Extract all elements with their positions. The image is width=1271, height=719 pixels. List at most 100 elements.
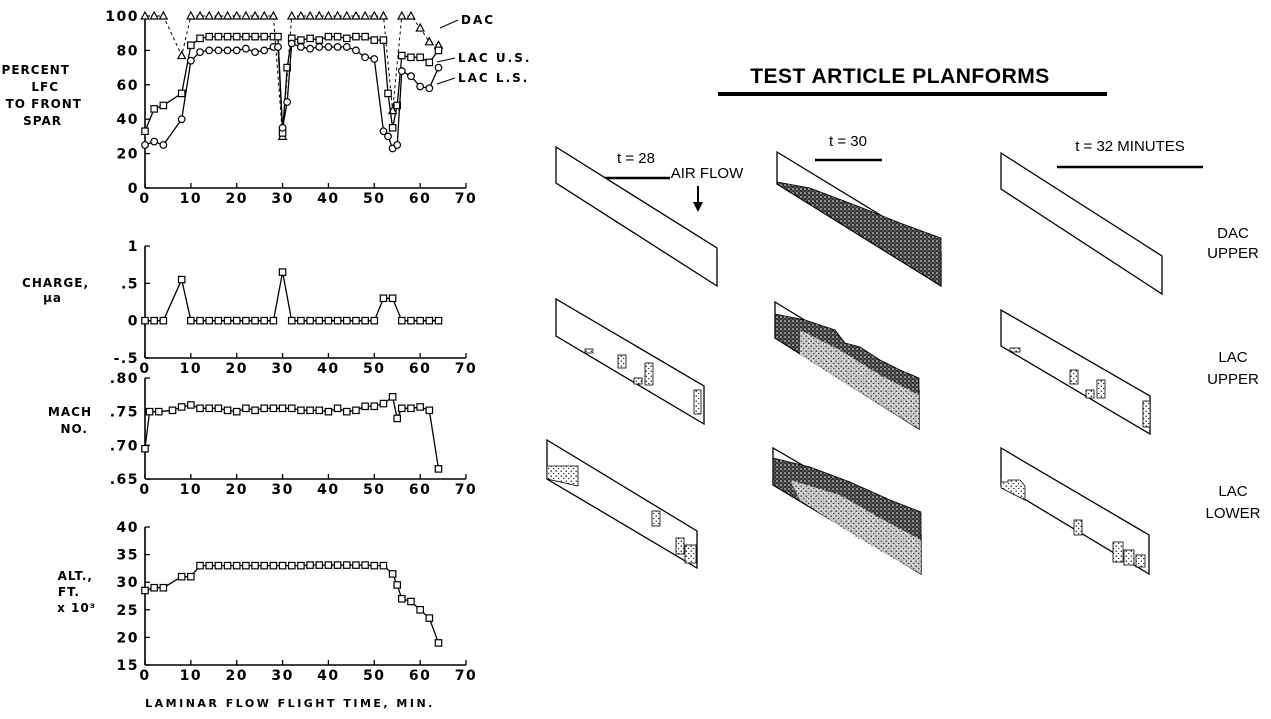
legend-lac-us-label: LAC U.S. — [458, 51, 531, 65]
data-point-0-1 — [260, 32, 269, 41]
data-point-0-0 — [341, 10, 352, 20]
data-point-1-0 — [361, 316, 369, 325]
data-point-3-0 — [370, 561, 379, 570]
data-point-0-1 — [434, 46, 443, 55]
x-tick-label: 40 — [317, 361, 339, 377]
lfc-y-label-line: TO FRONT — [6, 97, 82, 111]
mach-y-label-line: MACH — [48, 405, 92, 419]
x-tick-label: 20 — [225, 361, 247, 377]
data-point-0-1 — [177, 89, 186, 98]
y-tick-label: 1 — [128, 239, 139, 255]
data-point-0-2 — [278, 123, 287, 132]
x-axis-label: LAMINAR FLOW FLIGHT TIME, MIN. — [145, 697, 435, 710]
data-point-2-0 — [154, 407, 163, 416]
data-point-0-0 — [369, 10, 380, 20]
data-point-0-2 — [241, 44, 250, 53]
data-point-0-1 — [393, 101, 402, 110]
data-point-3-0 — [297, 561, 305, 570]
data-point-0-1 — [416, 53, 424, 62]
legend-leader-lac-ls — [436, 77, 456, 85]
data-point-0-1 — [315, 36, 324, 44]
data-point-1-0 — [425, 316, 434, 325]
data-point-1-0 — [232, 316, 241, 325]
y-tick-label: .65 — [110, 472, 139, 488]
alt-y-label-line: FT. — [58, 585, 80, 599]
data-point-0-1 — [159, 101, 168, 110]
data-point-0-2 — [384, 132, 392, 141]
y-tick-label: 40 — [117, 112, 139, 128]
data-point-1-0 — [324, 316, 333, 325]
x-tick-label: 40 — [317, 668, 339, 684]
data-point-0-0 — [268, 10, 279, 20]
data-point-2-0 — [342, 407, 351, 416]
alt-y-label-line: x 10³ — [57, 601, 96, 615]
data-point-2-0 — [324, 407, 333, 416]
x-tick-label: 10 — [180, 191, 202, 207]
mach-y-label-line: NO. — [60, 422, 88, 436]
data-point-0-1 — [223, 32, 232, 41]
data-point-3-0 — [214, 561, 223, 570]
data-point-0-0 — [396, 10, 407, 20]
data-point-2-0 — [214, 404, 223, 413]
planform-lac-lower-t30 — [772, 446, 922, 576]
data-point-1-0 — [398, 316, 406, 325]
x-tick-label: 20 — [225, 191, 247, 207]
data-point-1-0 — [196, 316, 204, 325]
x-tick-label: 40 — [317, 191, 339, 207]
data-point-0-2 — [205, 46, 214, 55]
data-point-0-0 — [314, 10, 325, 20]
data-point-0-2 — [159, 141, 168, 149]
data-point-3-0 — [407, 597, 415, 606]
data-point-1-0 — [379, 294, 388, 303]
data-point-2-0 — [315, 406, 324, 415]
data-point-0-0 — [231, 10, 242, 20]
data-point-0-1 — [274, 32, 282, 41]
planform-lac-lower-t32 — [1000, 446, 1150, 576]
data-point-0-2 — [232, 46, 241, 55]
x-tick-label: 10 — [180, 482, 202, 498]
charge-y-label-line: CHARGE, — [22, 276, 89, 290]
data-point-1-0 — [352, 316, 360, 325]
data-point-2-0 — [223, 406, 232, 415]
data-point-0-2 — [141, 141, 149, 149]
data-point-0-0 — [296, 10, 306, 20]
y-tick-label: 25 — [117, 603, 139, 619]
data-point-2-0 — [205, 404, 214, 413]
data-point-0-1 — [379, 36, 388, 44]
x-tick-label: 30 — [271, 191, 293, 207]
data-point-1-0 — [315, 316, 324, 325]
data-point-1-0 — [269, 316, 278, 325]
data-point-1-0 — [416, 316, 424, 325]
data-point-1-0 — [242, 316, 250, 325]
data-point-1-0 — [223, 316, 232, 325]
data-point-2-0 — [388, 393, 397, 401]
data-point-0-2 — [150, 137, 159, 146]
data-point-0-0 — [204, 10, 215, 20]
data-point-3-0 — [196, 561, 204, 570]
data-point-3-0 — [269, 561, 278, 570]
x-tick-label: 70 — [455, 668, 477, 684]
data-point-3-0 — [416, 605, 424, 614]
data-point-0-0 — [241, 10, 251, 20]
data-point-3-0 — [388, 570, 397, 578]
data-point-0-0 — [351, 10, 361, 20]
data-point-0-2 — [274, 43, 282, 51]
data-point-3-0 — [177, 572, 186, 581]
data-point-0-0 — [195, 10, 205, 20]
data-point-0-0 — [305, 10, 315, 20]
planform-dac-upper-t32 — [1000, 151, 1163, 296]
lfc-percent-chart: PERCENT LFC TO FRONT SPAR DAC LAC U.S. L… — [2, 9, 531, 207]
data-point-0-2 — [297, 43, 305, 51]
data-point-0-2 — [315, 43, 324, 51]
data-point-0-0 — [259, 10, 270, 20]
x-tick-label: 60 — [409, 361, 431, 377]
data-point-0-1 — [352, 32, 360, 41]
data-point-0-1 — [425, 58, 434, 67]
x-tick-label: 50 — [363, 482, 385, 498]
data-point-1-0 — [187, 316, 195, 325]
y-tick-label: 60 — [117, 78, 139, 94]
y-tick-label: .70 — [110, 438, 139, 454]
planform-lac-lower-t28 — [546, 438, 698, 570]
data-point-3-0 — [150, 583, 158, 592]
data-point-1-0 — [434, 316, 443, 325]
